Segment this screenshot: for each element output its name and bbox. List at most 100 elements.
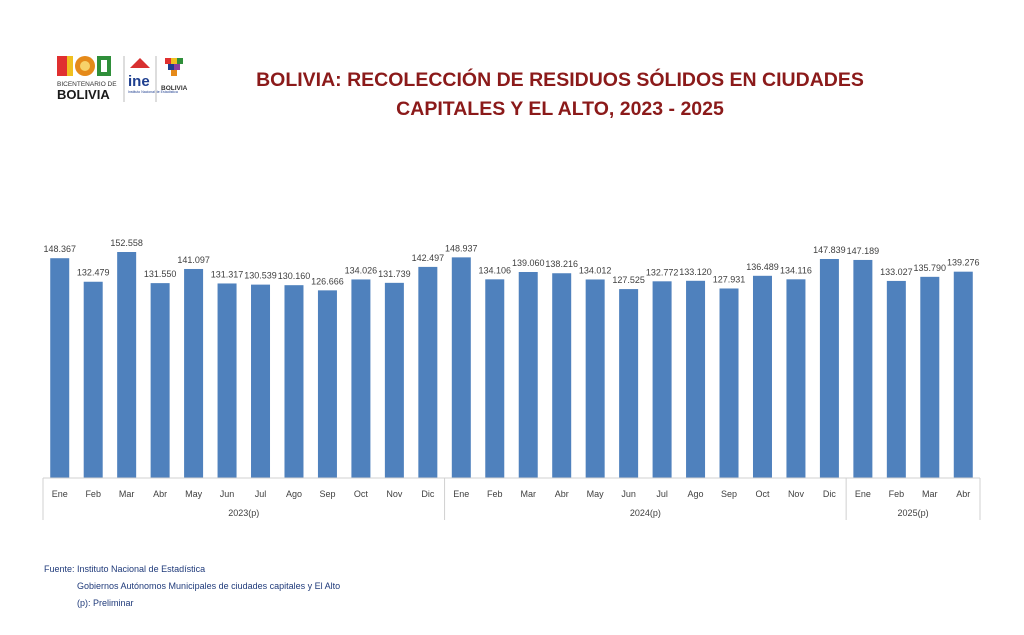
x-tick-label: Oct	[755, 489, 770, 499]
data-label: 130.539	[244, 271, 277, 281]
bar	[451, 257, 471, 478]
data-label: 130.160	[278, 271, 311, 281]
x-tick-label: Ago	[286, 489, 302, 499]
data-label: 127.931	[713, 274, 746, 284]
x-tick-label: Nov	[788, 489, 805, 499]
bicentenario-small-text: BICENTENARIO DE	[57, 81, 117, 88]
bar	[117, 252, 137, 478]
x-tick-label: Abr	[956, 489, 970, 499]
data-label: 142.497	[412, 253, 445, 263]
data-label: 148.367	[43, 244, 76, 254]
data-label: 141.097	[177, 255, 210, 265]
x-tick-label: Feb	[85, 489, 101, 499]
source-note-2: Gobiernos Autónomos Municipales de ciuda…	[77, 581, 341, 591]
x-tick-label: Ene	[453, 489, 469, 499]
data-label: 134.012	[579, 265, 612, 275]
estado-logo: BOLIVIA	[161, 58, 188, 92]
data-label: 131.739	[378, 269, 411, 279]
x-tick-label: Dic	[421, 489, 434, 499]
bar	[619, 289, 639, 478]
x-tick-label: Sep	[319, 489, 335, 499]
bar	[953, 271, 973, 478]
chart-notes: Fuente: Instituto Nacional de Estadístic…	[44, 561, 340, 612]
bar	[920, 276, 940, 478]
group-label: 2024(p)	[630, 508, 661, 518]
data-label: 152.558	[110, 238, 143, 248]
data-label: 138.216	[545, 259, 578, 269]
x-tick-label: Jun	[621, 489, 636, 499]
bar	[518, 271, 538, 478]
data-label: 148.937	[445, 243, 478, 253]
x-tick-label: Abr	[555, 489, 569, 499]
data-label: 136.489	[746, 262, 779, 272]
x-tick-label: Feb	[487, 489, 503, 499]
data-label: 147.189	[847, 246, 880, 256]
x-tick-label: Jul	[255, 489, 267, 499]
x-tick-label: Mar	[119, 489, 135, 499]
x-tick-label: Nov	[386, 489, 403, 499]
preliminary-note: (p): Preliminar	[77, 598, 134, 608]
bar	[853, 259, 873, 478]
x-tick-label: Jul	[656, 489, 668, 499]
data-label: 133.027	[880, 267, 913, 277]
data-label: 132.479	[77, 268, 110, 278]
x-tick-label: Ene	[52, 489, 68, 499]
data-label: 133.120	[679, 267, 712, 277]
bar	[150, 283, 170, 478]
data-label: 127.525	[612, 275, 645, 285]
data-label: 134.106	[478, 265, 511, 275]
data-label: 135.790	[914, 263, 947, 273]
bar	[686, 280, 706, 478]
bar	[284, 285, 304, 478]
ine-logo: ine Instituto Nacional de Estadística	[128, 58, 178, 94]
data-label: 147.839	[813, 245, 846, 255]
x-tick-label: May	[185, 489, 203, 499]
bar	[652, 281, 672, 478]
bar	[886, 280, 906, 478]
bar	[251, 284, 271, 478]
bar	[83, 281, 103, 478]
x-tick-label: Sep	[721, 489, 737, 499]
bar	[50, 258, 70, 478]
bar	[184, 268, 204, 478]
bar	[351, 279, 371, 478]
bar	[552, 273, 572, 478]
chart-title-line1: BOLIVIA: RECOLECCIÓN DE RESIDUOS SÓLIDOS…	[256, 69, 864, 91]
x-tick-label: Feb	[889, 489, 905, 499]
chart-title: BOLIVIA: RECOLECCIÓN DE RESIDUOS SÓLIDOS…	[210, 66, 910, 124]
bicentenario-logo: BICENTENARIO DE BOLIVIA	[57, 56, 117, 102]
x-tick-label: Mar	[520, 489, 536, 499]
x-tick-label: Abr	[153, 489, 167, 499]
ine-text: ine	[128, 73, 150, 90]
bar	[418, 266, 438, 478]
chart-title-line2: CAPITALES Y EL ALTO, 2023 - 2025	[396, 98, 724, 120]
bar	[585, 279, 605, 478]
bar	[317, 290, 337, 478]
x-tick-label: Mar	[922, 489, 938, 499]
ine-sub-text: Instituto Nacional de Estadística	[128, 90, 178, 94]
x-tick-label: Jun	[220, 489, 235, 499]
x-tick-label: Ago	[688, 489, 704, 499]
data-label: 132.772	[646, 267, 679, 277]
data-label: 134.116	[780, 265, 812, 275]
bar	[819, 258, 839, 478]
bar	[719, 288, 739, 478]
group-label: 2023(p)	[228, 508, 259, 518]
bar	[752, 275, 772, 478]
data-label: 139.276	[947, 258, 980, 268]
group-label: 2025(p)	[898, 508, 929, 518]
source-note: Fuente: Instituto Nacional de Estadístic…	[44, 564, 206, 574]
bar	[786, 279, 806, 478]
x-tick-label: Oct	[354, 489, 369, 499]
estado-text: BOLIVIA	[161, 85, 188, 92]
data-label: 131.317	[211, 269, 244, 279]
data-label: 126.666	[311, 276, 344, 286]
bar	[384, 282, 404, 478]
data-label: 131.550	[144, 269, 177, 279]
data-label: 139.060	[512, 258, 545, 268]
x-tick-label: Ene	[855, 489, 871, 499]
x-tick-label: May	[587, 489, 605, 499]
logos: BICENTENARIO DE BOLIVIA ine Instituto Na…	[57, 56, 188, 102]
bicentenario-big-text: BOLIVIA	[57, 87, 110, 102]
